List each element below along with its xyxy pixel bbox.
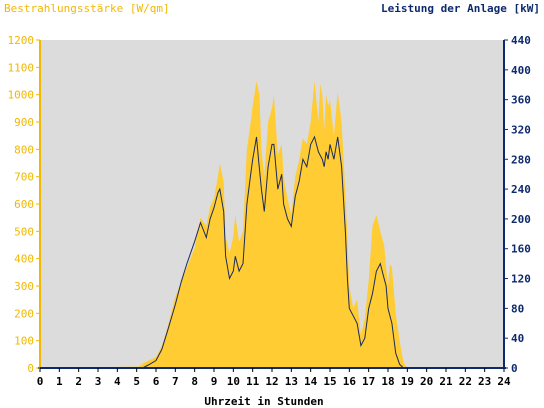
x-tick-label: 13	[285, 375, 298, 388]
right-tick-label: 200	[511, 213, 531, 226]
right-tick-label: 120	[511, 273, 531, 286]
x-tick-label: 14	[304, 375, 318, 388]
x-tick-label: 17	[362, 375, 375, 388]
x-tick-label: 9	[211, 375, 218, 388]
x-tick-label: 15	[323, 375, 336, 388]
x-tick-label: 11	[246, 375, 260, 388]
right-tick-label: 280	[511, 153, 531, 166]
left-tick-label: 800	[14, 143, 34, 156]
right-tick-label: 360	[511, 94, 531, 107]
x-tick-label: 5	[133, 375, 140, 388]
x-tick-label: 21	[439, 375, 453, 388]
left-tick-label: 700	[14, 171, 34, 184]
x-tick-label: 20	[420, 375, 433, 388]
x-tick-label: 0	[37, 375, 44, 388]
x-tick-label: 18	[381, 375, 394, 388]
right-tick-label: 160	[511, 243, 531, 256]
x-tick-label: 10	[227, 375, 240, 388]
x-axis-title: Uhrzeit in Stunden	[204, 395, 323, 408]
x-tick-label: 12	[265, 375, 278, 388]
right-tick-label: 0	[511, 362, 518, 375]
left-tick-label: 900	[14, 116, 34, 129]
right-tick-label: 320	[511, 123, 531, 136]
power-line	[40, 135, 504, 369]
right-tick-label: 240	[511, 183, 531, 196]
left-tick-label: 1200	[8, 34, 35, 47]
x-tick-label: 22	[459, 375, 472, 388]
left-tick-label: 0	[27, 362, 34, 375]
x-tick-label: 2	[75, 375, 82, 388]
left-tick-label: 500	[14, 225, 34, 238]
left-tick-label: 100	[14, 335, 34, 348]
x-tick-label: 1	[56, 375, 63, 388]
right-tick-label: 440	[511, 34, 531, 47]
right-tick-label: 40	[511, 332, 524, 345]
axes	[36, 39, 508, 372]
right-axis-title: Leistung der Anlage [kW]	[381, 2, 540, 15]
x-tick-label: 24	[497, 375, 511, 388]
left-axis-title: Bestrahlungsstärke [W/qm]	[4, 2, 170, 15]
irradiance-area	[40, 81, 504, 368]
x-tick-label: 23	[478, 375, 491, 388]
left-tick-label: 600	[14, 198, 34, 211]
right-tick-labels: 0 40 80 120 160 200 240 280 320 360 400 440	[511, 34, 531, 375]
left-tick-label: 1000	[8, 89, 35, 102]
left-tick-label: 1100	[8, 61, 35, 74]
right-tick-label: 80	[511, 302, 524, 315]
left-tick-label: 400	[14, 253, 34, 266]
x-tick-label: 19	[401, 375, 414, 388]
x-tick-label: 3	[95, 375, 102, 388]
left-tick-label: 200	[14, 307, 34, 320]
left-tick-label: 300	[14, 280, 34, 293]
x-tick-label: 6	[153, 375, 160, 388]
right-tick-label: 400	[511, 64, 531, 77]
x-tick-label: 16	[343, 375, 357, 388]
left-tick-labels: 0 100 200 300 400 500 600 700 800 900 1000 1100 1200	[8, 34, 35, 375]
x-tick-label: 4	[114, 375, 121, 388]
x-tick-label: 7	[172, 375, 179, 388]
x-tick-label: 8	[191, 375, 198, 388]
x-tick-labels: 0 1 2 3 4 5 6 7 8 9 10 11 12 13 14 15 16 17 18 19 20 21 22 23 24	[37, 375, 511, 388]
